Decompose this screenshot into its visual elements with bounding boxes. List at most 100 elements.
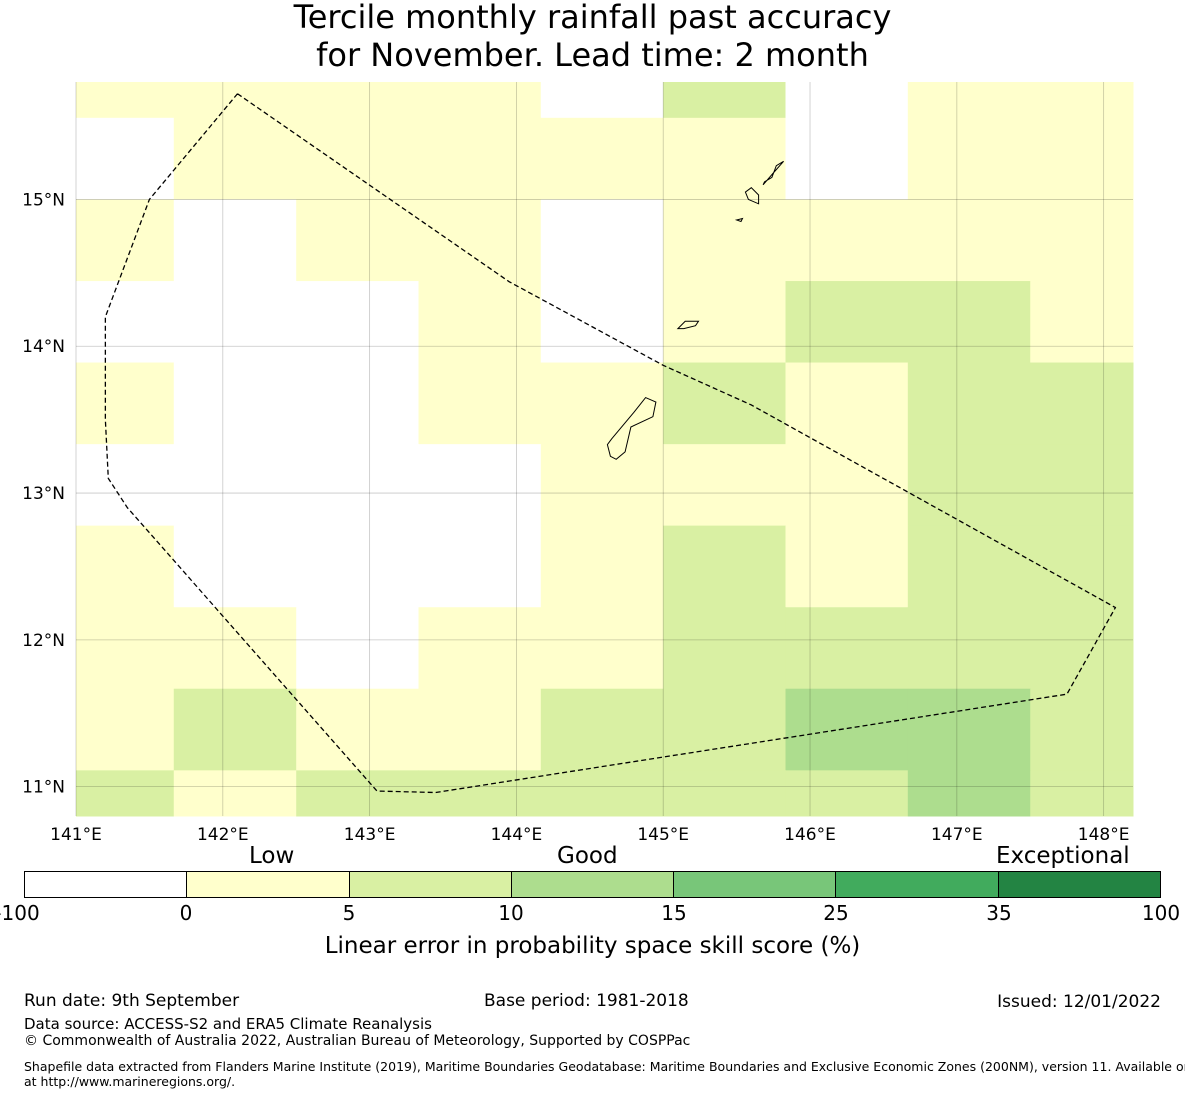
grid-cell: [663, 444, 787, 527]
grid-cell: [1030, 117, 1134, 200]
grid-cell: [663, 117, 787, 200]
issued-date: Issued: 12/01/2022: [997, 992, 1161, 1012]
colorbar-tick: -100: [0, 901, 40, 925]
grid-cell: [540, 281, 664, 364]
grid-cell: [173, 770, 297, 817]
category-good-label: Good: [557, 843, 618, 869]
grid-cell: [663, 82, 787, 119]
grid-cell: [785, 281, 909, 364]
grid-cell: [76, 362, 175, 445]
colorbar: [24, 871, 1161, 898]
grid-cell: [76, 281, 175, 364]
colorbar-segment: [349, 872, 512, 897]
longitude-label: 143°E: [344, 825, 396, 845]
grid-cell: [76, 607, 175, 690]
colorbar-segment: [511, 872, 675, 897]
colorbar-tick: 25: [823, 901, 849, 925]
grid-cell: [418, 444, 542, 527]
grid-cell: [540, 117, 664, 200]
longitude-label: 142°E: [197, 825, 249, 845]
grid-cell: [540, 688, 664, 771]
grid-cell: [173, 362, 297, 445]
colorbar-label: Linear error in probability space skill …: [324, 933, 861, 959]
copyright: © Commonwealth of Australia 2022, Austra…: [24, 1033, 691, 1049]
colorbar-segment: [836, 872, 999, 897]
grid-cell: [663, 281, 787, 364]
island-outline: [762, 160, 784, 186]
skill-grid: [76, 82, 1134, 817]
grid-cell: [296, 117, 419, 200]
grid-cell: [907, 444, 1031, 527]
grid-cell: [1030, 770, 1134, 817]
grid-cell: [785, 117, 909, 200]
grid-cell: [296, 525, 419, 608]
colorbar-tick: 0: [179, 901, 193, 925]
grid-cell: [173, 525, 297, 608]
grid-cell: [296, 770, 419, 817]
grid-cell: [907, 770, 1031, 817]
grid-cell: [1030, 82, 1134, 119]
grid-cell: [296, 281, 419, 364]
grid-cell: [76, 199, 175, 282]
grid-cell: [540, 770, 664, 817]
grid-cell: [418, 688, 542, 771]
grid-cell: [76, 117, 175, 200]
grid-cell: [418, 770, 542, 817]
island-outlines: [606, 160, 784, 460]
island-outline: [734, 217, 744, 223]
map-title-line-2: for November. Lead time: 2 month: [316, 36, 869, 74]
grid-cell: [785, 362, 909, 445]
grid-cell: [663, 770, 787, 817]
grid-cell: [785, 444, 909, 527]
grid-cell: [663, 525, 787, 608]
grid-cell: [663, 362, 787, 445]
grid-cell: [663, 199, 787, 282]
latitude-label: 15°N: [22, 190, 65, 210]
longitude-label: 145°E: [637, 825, 689, 845]
grid-cell: [785, 607, 909, 690]
grid-cell: [418, 199, 542, 282]
grid-cell: [540, 444, 664, 527]
colorbar-tick: 15: [661, 901, 687, 925]
grid-cell: [540, 607, 664, 690]
colorbar-tick: 10: [498, 901, 524, 925]
grid-cell: [540, 82, 664, 119]
grid-cell: [1030, 281, 1134, 364]
grid-cell: [173, 281, 297, 364]
eez-boundary: [104, 93, 1117, 794]
longitude-label: 144°E: [491, 825, 543, 845]
colorbar-tick: 35: [986, 901, 1012, 925]
grid-cell: [296, 362, 419, 445]
grid-cell: [1030, 199, 1134, 282]
run-date: Run date: 9th September: [24, 991, 240, 1011]
grid-cell: [296, 199, 419, 282]
grid-cell: [540, 525, 664, 608]
longitude-label: 146°E: [784, 825, 836, 845]
grid-cell: [296, 444, 419, 527]
colorbar-segment: [674, 872, 837, 897]
longitude-label: 147°E: [931, 825, 983, 845]
grid-cell: [76, 82, 175, 119]
shapefile-credit-line-2: at http://www.marineregions.org/.: [24, 1074, 236, 1089]
graticule: [75, 82, 1133, 816]
grid-cell: [1030, 688, 1134, 771]
grid-cell: [1030, 525, 1134, 608]
map-title-line-1: Tercile monthly rainfall past accuracy: [293, 0, 892, 36]
longitude-labels: 141°E 142°E 143°E 144°E 145°E 146°E 147°E 148°E: [50, 825, 1129, 845]
latitude-labels: 15°N 14°N 13°N 12°N 11°N: [22, 190, 65, 797]
island-outline: [744, 187, 760, 205]
category-low-label: Low: [249, 843, 295, 869]
grid-cell: [296, 688, 419, 771]
grid-cell: [1030, 362, 1134, 445]
grid-cell: [785, 770, 909, 817]
grid-cell: [173, 607, 297, 690]
grid-cell: [907, 688, 1031, 771]
grid-cell: [907, 281, 1031, 364]
grid-cell: [785, 82, 909, 119]
category-exceptional-label: Exceptional: [996, 843, 1130, 869]
grid-cell: [418, 117, 542, 200]
grid-cell: [907, 199, 1031, 282]
grid-cell: [907, 607, 1031, 690]
grid-cell: [907, 362, 1031, 445]
map-canvas: 15°N 14°N 13°N 12°N 11°N 141°E 142°E 143°E 144°…: [22, 82, 1134, 845]
